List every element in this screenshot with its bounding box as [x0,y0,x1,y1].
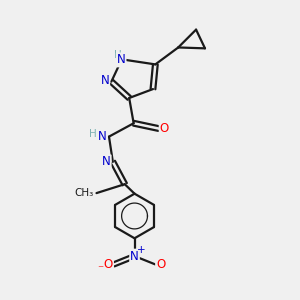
Text: N: N [117,53,125,66]
Text: H: H [114,50,122,60]
Text: ⁻: ⁻ [97,263,103,276]
Text: N: N [130,250,139,262]
Text: N: N [98,130,107,143]
Text: N: N [102,155,111,168]
Text: O: O [160,122,169,135]
Text: CH₃: CH₃ [75,188,94,198]
Text: +: + [137,244,146,255]
Text: N: N [100,74,109,87]
Text: O: O [104,258,113,271]
Text: O: O [156,258,165,271]
Text: H: H [89,129,97,139]
